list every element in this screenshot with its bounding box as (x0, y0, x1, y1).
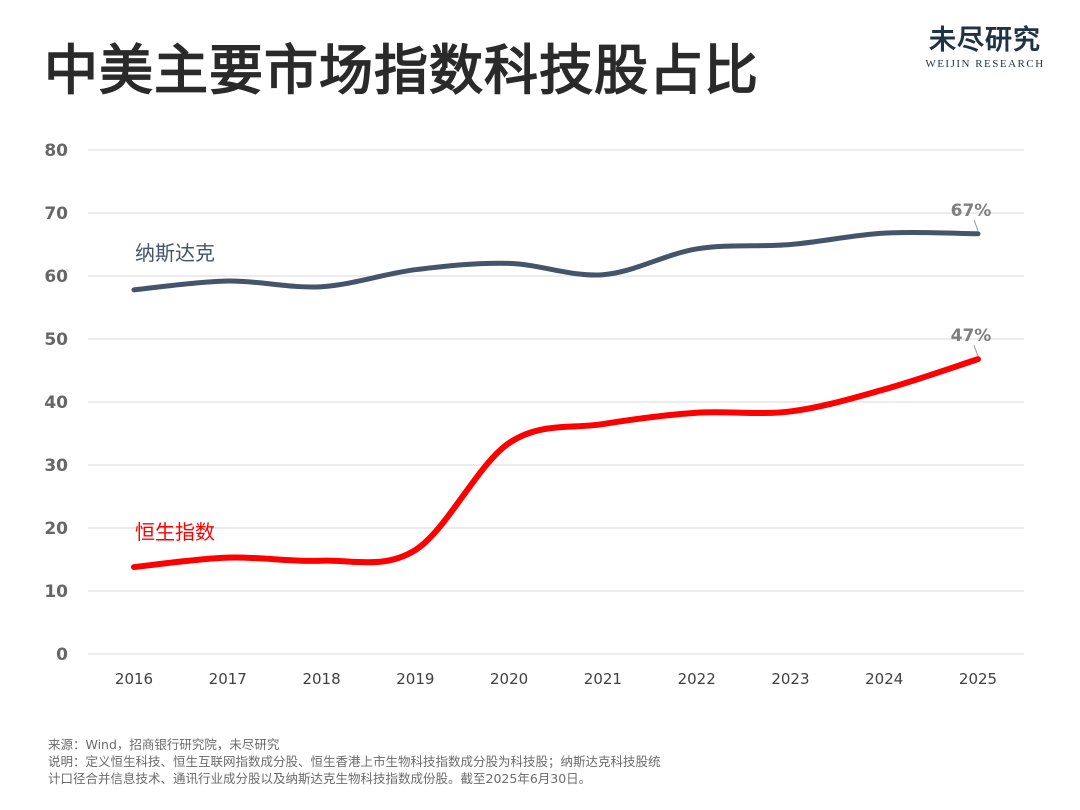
page-title: 中美主要市场指数科技股占比 (44, 39, 759, 102)
x-tick-label: 2018 (302, 670, 340, 688)
brand-logo: 未尽研究 WEIJIN RESEARCH (920, 18, 1050, 70)
series-name-label: 纳斯达克 (135, 241, 215, 265)
x-tick-label: 2020 (490, 670, 528, 688)
series-line-nasdaq (131, 229, 981, 293)
data-label-leader (973, 344, 979, 357)
logo-chinese-name: 未尽研究 (929, 25, 1041, 56)
y-tick-label: 50 (44, 330, 68, 350)
logo-english-name: WEIJIN RESEARCH (925, 58, 1045, 70)
x-tick-label: 2016 (115, 670, 153, 688)
definition-note-line-2: 计口径合并信息技术、通讯行业成分股以及纳斯达克生物科技指数成份股。截至2025年… (48, 771, 592, 786)
x-tick-label: 2019 (396, 670, 434, 688)
y-tick-label: 10 (44, 582, 68, 602)
x-tick-label: 2021 (584, 670, 622, 688)
x-tick-label: 2023 (771, 670, 809, 688)
data-label-end-value: 47% (951, 326, 992, 346)
footnotes: 来源：Wind，招商银行研究院，未尽研究 说明：定义恒生科技、恒生互联网指数成分… (48, 736, 1048, 787)
y-tick-label: 30 (44, 456, 68, 476)
x-tick-label: 2022 (678, 670, 716, 688)
line-chart: 0 10 20 30 40 50 60 70 80 2016 2017 2018 2019 2020 202… (44, 141, 1024, 688)
y-tick-label: 80 (44, 141, 68, 161)
data-label-leader (973, 219, 979, 231)
y-tick-label: 70 (44, 204, 68, 224)
source-note: 来源：Wind，招商银行研究院，未尽研究 (48, 737, 280, 752)
x-tick-label: 2024 (865, 670, 903, 688)
y-tick-label: 20 (44, 519, 68, 539)
y-tick-label: 0 (56, 645, 68, 665)
series-line-hang-seng (131, 356, 981, 571)
x-tick-label: 2017 (209, 670, 247, 688)
y-tick-label: 40 (44, 393, 68, 413)
data-label-end-value: 67% (951, 201, 992, 221)
y-tick-label: 60 (44, 267, 68, 287)
definition-note-line-1: 说明：定义恒生科技、恒生互联网指数成分股、恒生香港上市生物科技指数成分股为科技股… (48, 754, 661, 769)
x-tick-label: 2025 (959, 670, 997, 688)
series-name-label: 恒生指数 (135, 520, 215, 544)
